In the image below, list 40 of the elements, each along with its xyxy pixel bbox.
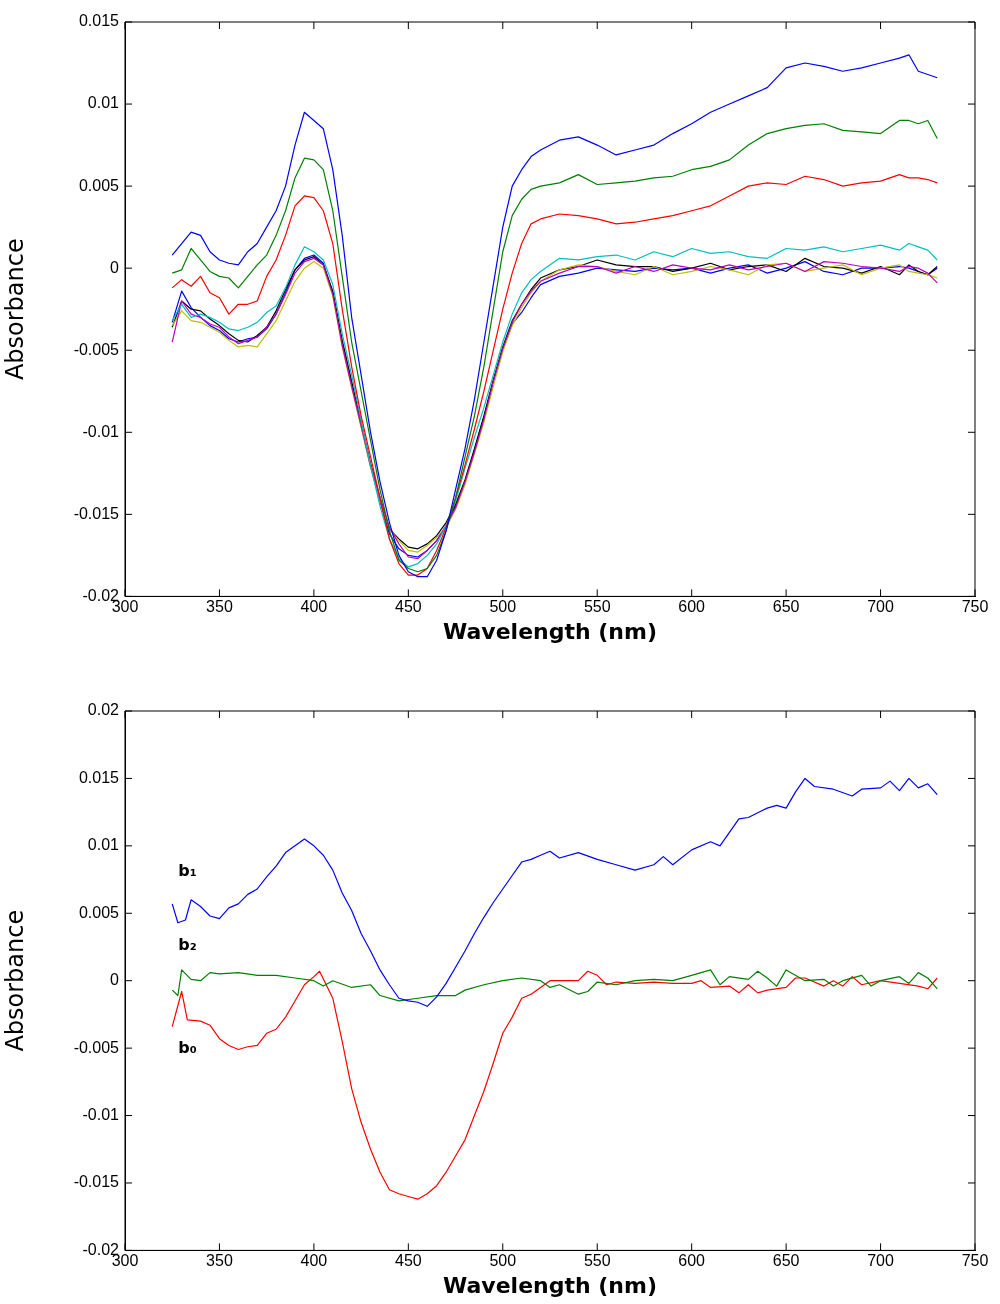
y-tick-label: -0.01 [82,422,120,440]
x-tick-label: 750 [961,598,989,616]
y-tick-label: 0.015 [78,12,120,30]
y-tick-label: 0.01 [87,836,120,854]
x-tick-label: 550 [583,598,611,616]
x-tick-label: 650 [772,1252,800,1270]
x-tick-label: 650 [772,598,800,616]
y-tick-label: 0.005 [78,903,120,921]
x-tick-label: 500 [489,598,517,616]
x-axis-title: Wavelength (nm) [443,618,657,644]
x-tick-label: 350 [206,1252,233,1270]
x-tick-label: 400 [300,1252,328,1270]
x-tick-label: 400 [300,598,328,616]
y-axis-title: Absorbance [0,909,29,1052]
y-axis-title: Absorbance [0,238,29,381]
x-tick-label: 550 [583,1252,611,1270]
series-label: b₂ [178,935,197,955]
series-label: b₁ [178,860,197,880]
x-tick-label: 600 [678,1252,706,1270]
y-tick-label: 0.01 [87,94,120,112]
y-tick-label: -0.015 [73,1173,120,1191]
x-tick-label: 450 [394,598,422,616]
y-tick-label: 0.02 [87,701,120,719]
y-tick-label: -0.015 [73,504,120,522]
y-tick-label: 0.005 [78,176,120,194]
y-tick-label: -0.01 [82,1105,120,1123]
x-tick-label: 500 [489,1252,517,1270]
x-axis-title: Wavelength (nm) [443,1272,657,1298]
y-tick-label: -0.005 [73,340,120,358]
x-tick-label: 750 [961,1252,989,1270]
x-tick-label: 700 [867,598,894,616]
series-label: b₀ [178,1037,197,1057]
y-tick-label: -0.005 [73,1038,120,1056]
y-tick-label: 0.015 [78,768,120,786]
y-tick-label: 0 [110,258,120,276]
x-tick-label: 350 [206,598,233,616]
x-tick-label: 700 [867,1252,894,1270]
y-tick-label: 0 [110,971,120,989]
x-tick-label: 600 [678,598,706,616]
x-tick-label: 450 [394,1252,422,1270]
